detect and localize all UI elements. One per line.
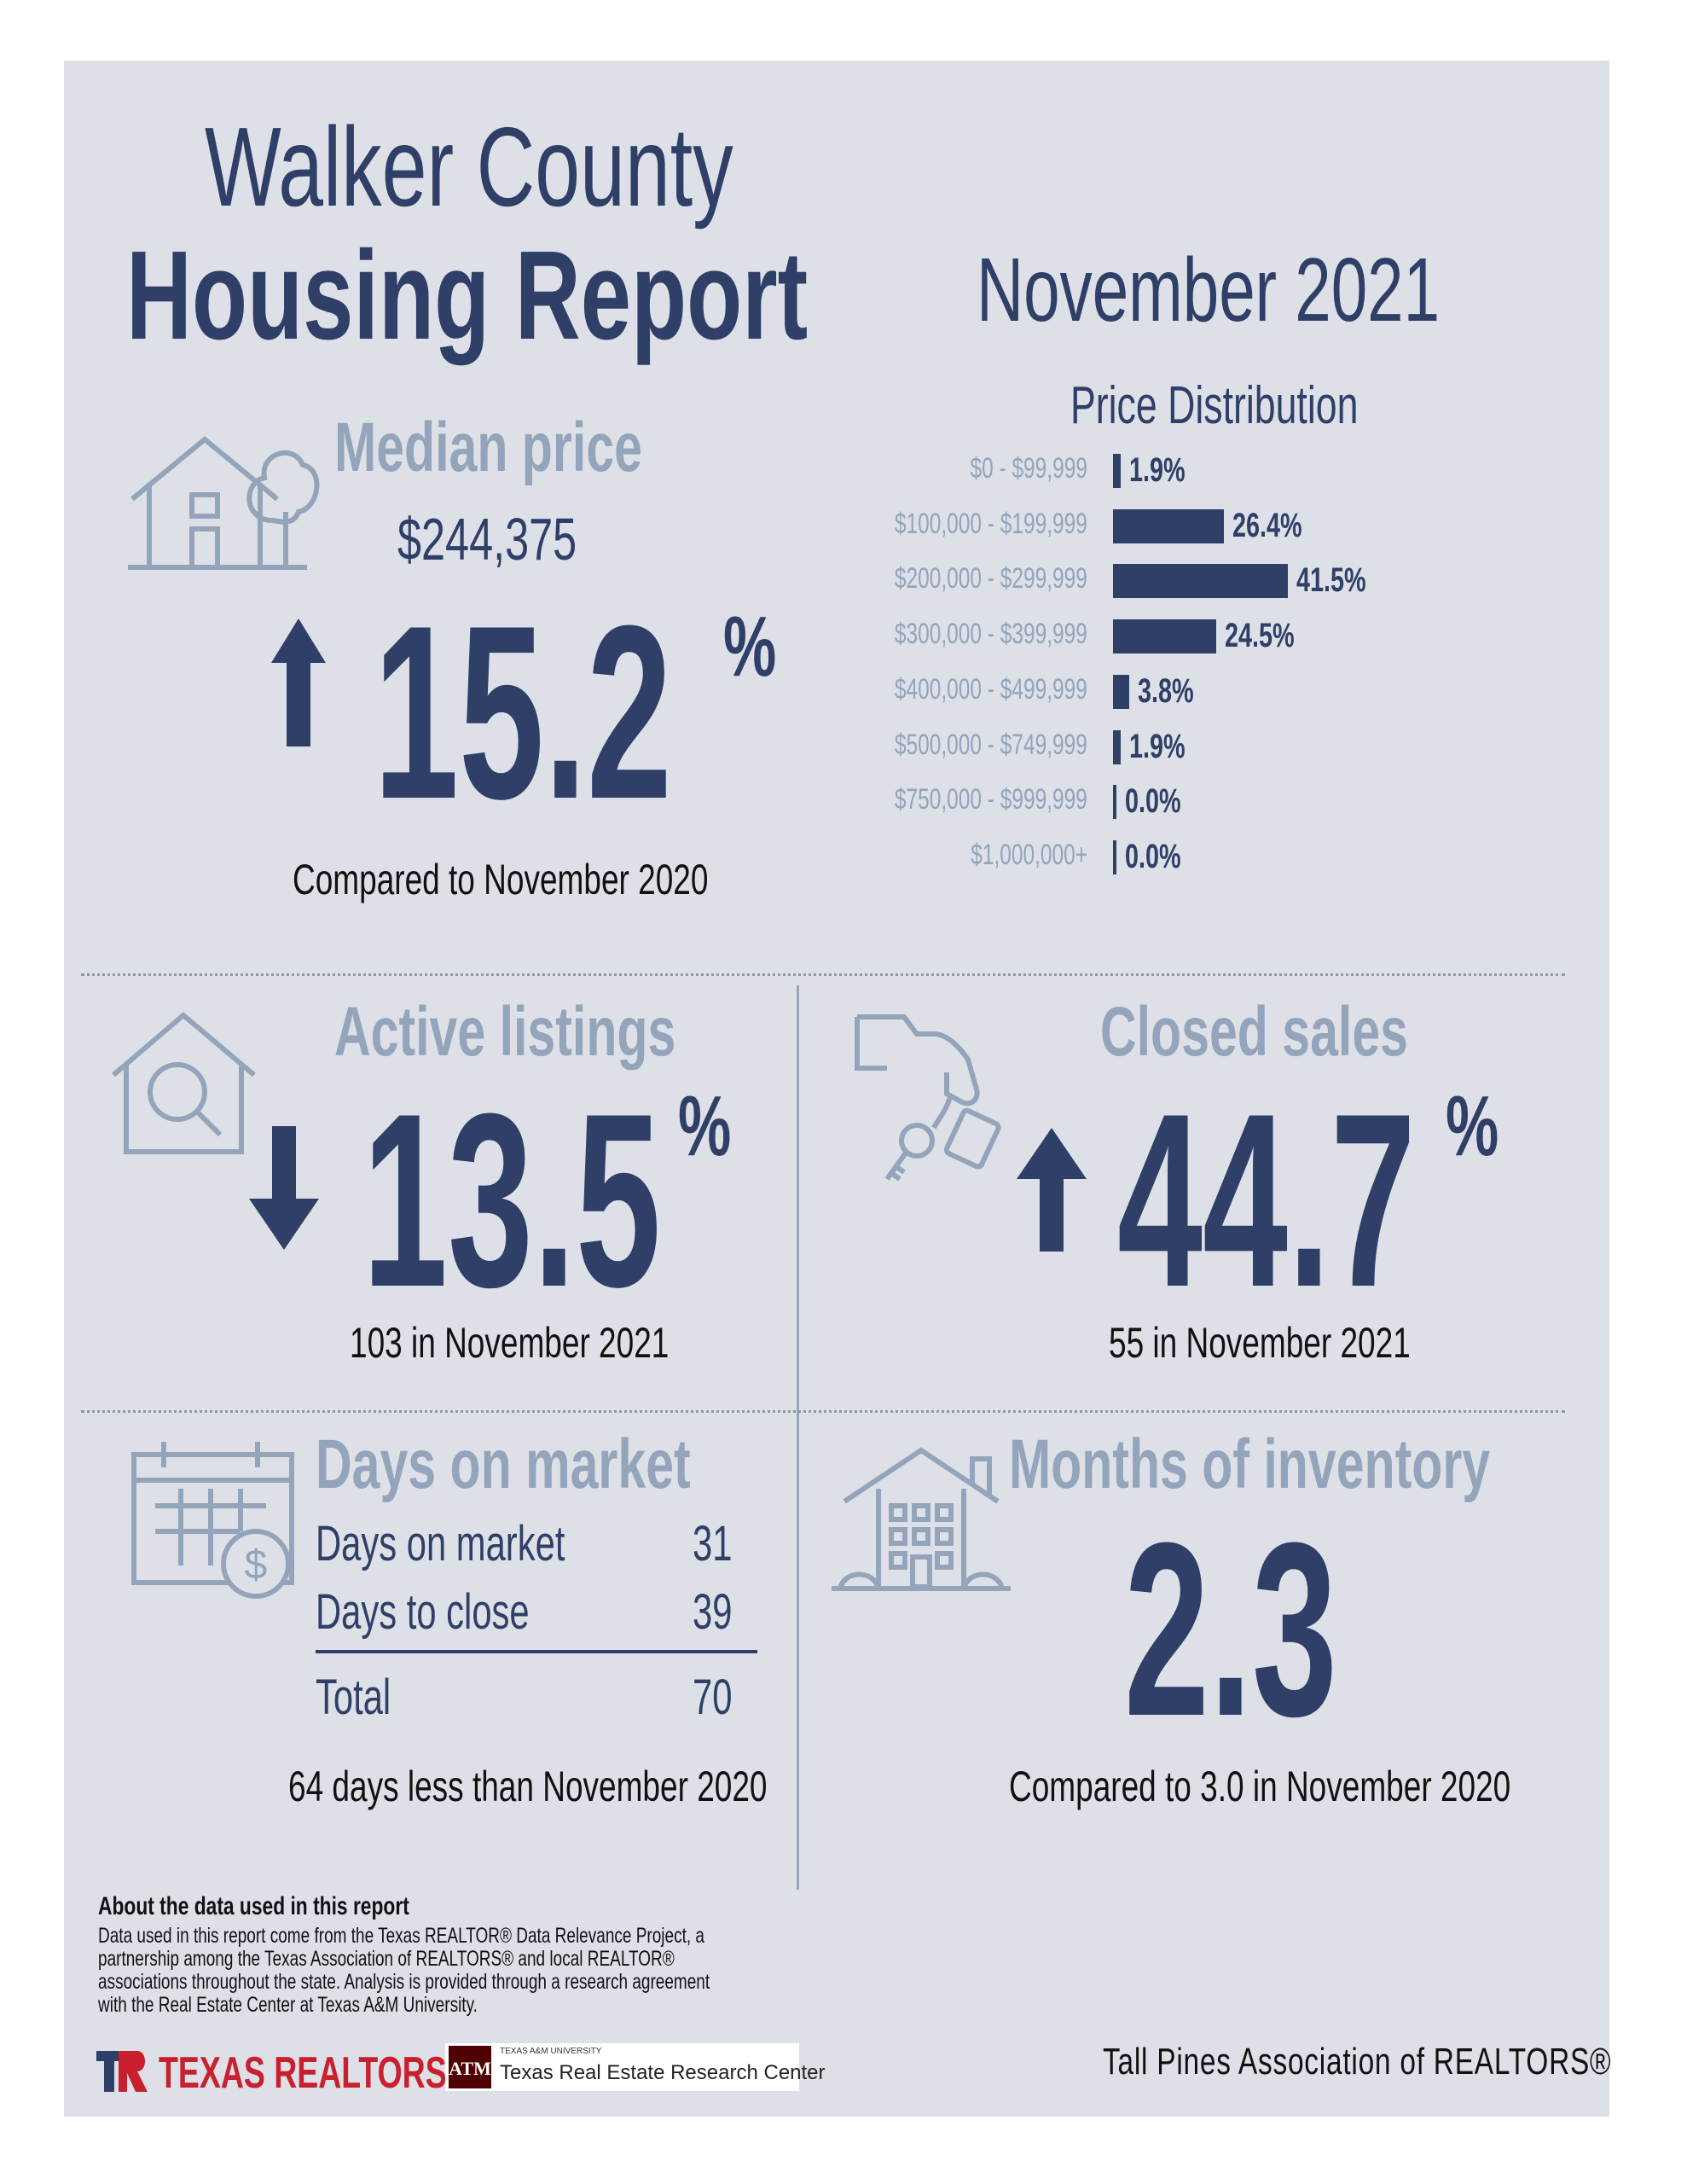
price-bar [1113,508,1225,543]
price-range-label: $300,000 - $399,999 [895,618,1087,651]
closed-sales-note: 55 in November 2021 [1109,1319,1411,1367]
about-line-3: associations throughout the state. Analy… [98,1970,710,1994]
report-panel [64,61,1609,2117]
about-line-2: partnership among the Texas Association … [98,1947,675,1971]
price-bar-value: 1.9% [1129,727,1186,765]
report-period: November 2021 [977,240,1441,340]
months-inventory-value: 2.3 [1124,1491,1337,1768]
about-line-4: with the Real Estate Center at Texas A&M… [98,1993,478,2017]
tamu-atm-icon: ATM [449,2046,491,2088]
price-bar-value: 3.8% [1137,671,1194,710]
dom-row-label-2: Days to close [316,1584,530,1640]
price-bar [1113,839,1116,874]
months-inventory-heading: Months of inventory [1009,1426,1491,1503]
dom-total-rule [316,1650,757,1653]
dom-row-label-1: Days on market [316,1516,565,1571]
dom-row-value-1: 31 [693,1516,733,1571]
svg-text:ATM: ATM [449,2058,491,2079]
closed-sales-change: 44.7 [1117,1062,1416,1339]
calendar-dollar-icon: $ [130,1438,300,1600]
price-bar [1113,785,1116,820]
median-price-percent-sign: % [723,599,777,694]
tamu-small-text: TEXAS A&M UNIVERSITY [500,2047,602,2056]
price-range-label: $100,000 - $199,999 [895,507,1087,540]
tamu-center-name: Texas Real Estate Research Center [500,2061,826,2084]
dom-total-value: 70 [693,1670,733,1725]
dom-total-label: Total [316,1670,391,1725]
active-listings-heading: Active listings [334,993,676,1071]
days-on-market-note: 64 days less than November 2020 [288,1763,768,1810]
divider-middle [81,1410,1565,1413]
price-bar [1113,674,1129,709]
median-price-heading: Median price [334,409,642,486]
association-name: Tall Pines Association of REALTORS® [1103,2041,1612,2082]
building-icon [827,1442,1015,1595]
median-price-change: 15.2 [374,574,672,851]
price-bar-value: 26.4% [1232,506,1303,544]
arrow-up-icon [271,619,326,746]
price-bar-value: 41.5% [1296,561,1366,600]
hand-key-icon [853,1008,1023,1192]
dom-row-value-2: 39 [693,1584,733,1640]
price-bar-value: 1.9% [1129,451,1186,489]
house-search-icon [109,1011,258,1156]
arrow-down-icon [249,1126,319,1250]
median-price-note: Compared to November 2020 [293,856,709,903]
price-distribution-chart: $0 - $99,999 1.9% $100,000 - $199,999 26.4%… [836,451,1569,896]
price-bar-value: 24.5% [1225,617,1295,655]
title-line1: Walker County [205,104,733,229]
price-range-label: $750,000 - $999,999 [895,783,1087,816]
price-range-label: $200,000 - $299,999 [895,562,1087,595]
price-bar-value: 0.0% [1125,782,1181,821]
price-range-label: $500,000 - $749,999 [895,728,1087,761]
divider-top [81,973,1565,976]
price-bar [1113,619,1217,654]
svg-text:$: $ [245,1542,268,1588]
active-listings-note: 103 in November 2021 [350,1319,670,1367]
price-range-label: $1,000,000+ [971,838,1087,871]
texas-realtors-logo-icon [96,2048,149,2094]
price-bar [1113,454,1122,488]
median-price-value: $244,375 [397,506,577,572]
closed-sales-heading: Closed sales [1100,993,1408,1071]
arrow-up-icon-2 [1017,1128,1087,1252]
title-line2: Housing Report [126,225,809,366]
price-bar-value: 0.0% [1125,837,1181,875]
price-bar [1113,729,1122,764]
divider-vertical [797,985,799,1890]
active-listings-percent-sign: % [678,1078,732,1174]
about-title: About the data used in this report [98,1892,409,1920]
price-range-label: $0 - $99,999 [970,452,1087,485]
about-line-1: Data used in this report come from the T… [98,1924,704,1948]
price-bar [1113,564,1288,599]
tamu-logo [445,2043,799,2091]
texas-realtors-logo-text: TEXAS REALTORS [159,2048,447,2098]
price-range-label: $400,000 - $499,999 [895,672,1087,706]
days-on-market-heading: Days on market [316,1426,691,1503]
house-tree-icon [124,418,320,572]
chart-title: Price Distribution [1070,376,1359,435]
active-listings-change: 13.5 [362,1062,661,1339]
months-inventory-note: Compared to 3.0 in November 2020 [1009,1763,1511,1810]
closed-sales-percent-sign: % [1446,1078,1499,1174]
